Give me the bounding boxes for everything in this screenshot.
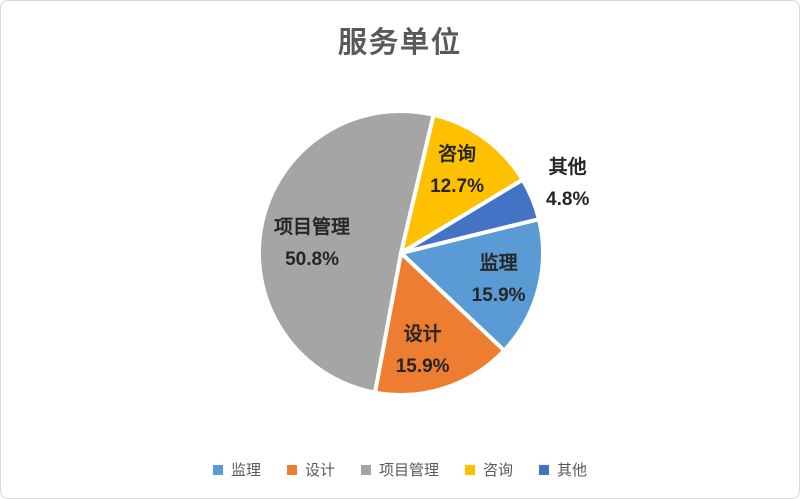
- legend-item-other: 其他: [539, 459, 587, 480]
- pie-slice-design: [372, 251, 507, 397]
- legend-label: 其他: [557, 462, 588, 479]
- legend-label: 设计: [304, 462, 335, 479]
- legend-swatch-project-management: [360, 464, 371, 475]
- legend-item-consulting: 咨询: [465, 459, 513, 480]
- legend-label: 监理: [230, 462, 261, 479]
- legend-swatch-supervision: [212, 464, 223, 475]
- pie-slice-other: [399, 177, 541, 255]
- pie-slice-supervision: [399, 217, 545, 353]
- legend-label: 咨询: [483, 462, 514, 479]
- legend-swatch-design: [286, 464, 297, 475]
- pie-slice-consulting: [399, 112, 525, 255]
- legend-label: 项目管理: [378, 462, 439, 479]
- legend-item-design: 设计: [286, 459, 335, 480]
- legend-item-supervision: 监理: [212, 459, 261, 480]
- legend-swatch-other: [539, 464, 550, 475]
- chart-title: 服务单位: [337, 27, 462, 59]
- chart-legend: 监理 设计 项目管理 咨询 其他: [1, 459, 799, 480]
- legend-swatch-consulting: [465, 464, 475, 475]
- legend-item-project-management: 项目管理: [360, 459, 439, 480]
- pie-slice-project-management: [256, 109, 436, 395]
